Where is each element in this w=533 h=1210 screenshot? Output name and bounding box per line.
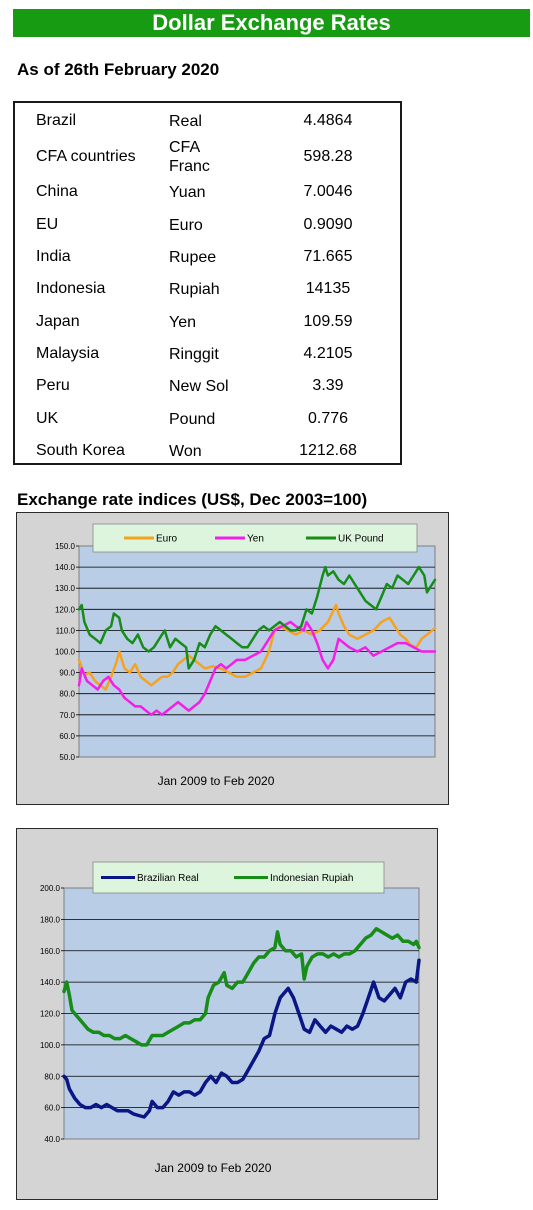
y-tick-label: 60.0 [44,1104,60,1113]
y-tick-label: 100.0 [40,1041,61,1050]
x-axis-label: Jan 2009 to Feb 2020 [155,1161,272,1175]
y-tick-label: 150.0 [55,542,76,551]
y-tick-label: 130.0 [55,584,76,593]
chart-euro-yen-pound: 150.0 140.0 130.0 120.0 110.0 100.0 90.0 80.0 70… [16,512,449,805]
series-line [77,620,437,717]
series-line [62,958,421,1119]
rate-value: 4.4864 [303,112,353,129]
rate-value: 109.59 [303,313,353,330]
rate-value: 598.28 [303,148,353,165]
y-tick-label: 50.0 [59,753,75,762]
y-tick-label: 100.0 [55,648,76,657]
y-tick-label: 120.0 [55,605,76,614]
country-name: South Korea [36,442,125,459]
currency-name: Euro [169,217,203,234]
chart2-svg: 200.0 180.0 160.0 140.0 120.0 100.0 80.0 60.0 40… [40,861,421,1175]
country-name: India [36,248,71,265]
country-name: Peru [36,377,70,394]
y-tick-label: 110.0 [56,626,76,635]
series-line [62,927,421,1047]
country-name: Japan [36,313,80,330]
y-tick-label: 200.0 [40,884,61,893]
legend-label: Indonesian Rupiah [270,873,353,884]
rate-value: 71.665 [303,248,353,265]
y-tick-label: 90.0 [59,669,75,678]
chart1-svg: 150.0 140.0 130.0 120.0 110.0 100.0 90.0 80.0 70… [55,523,437,788]
currency-name: Yen [169,314,196,331]
rate-value: 0.776 [307,410,349,427]
country-name: CFA countries [36,148,136,165]
y-tick-label: 160.0 [40,947,61,956]
indices-section-title: Exchange rate indices (US$, Dec 2003=100… [17,490,368,509]
currency-name: Yuan [169,184,206,201]
y-tick-label: 80.0 [59,690,75,699]
y-tick-label: 180.0 [40,915,61,924]
legend-label: Yen [247,534,264,545]
y-tick-label: 140.0 [55,563,76,572]
page-title: Dollar Exchange Rates [13,9,530,37]
currency-name: New Sol [169,378,229,395]
rate-value: 3.39 [312,377,344,394]
y-tick-label: 140.0 [40,978,61,987]
currency-name: CFA Franc [169,139,210,175]
country-name: China [36,183,78,200]
y-tick-label: 60.0 [59,732,75,741]
legend-label: Euro [156,534,178,545]
country-name: Indonesia [36,280,106,297]
legend-label: UK Pound [338,534,384,545]
y-tick-label: 80.0 [44,1072,60,1081]
series-line [77,565,437,670]
currency-name: Ringgit [169,346,219,363]
y-tick-label: 40.0 [44,1135,60,1144]
rate-value: 14135 [305,280,351,297]
rate-value: 4.2105 [303,345,353,362]
country-name: UK [36,410,59,427]
chart-real-rupiah: 200.0 180.0 160.0 140.0 120.0 100.0 80.0 60.0 40… [16,828,438,1200]
rate-value: 0.9090 [303,216,353,233]
rate-value: 1212.68 [299,442,357,459]
currency-name: Won [169,443,202,460]
country-name: Brazil [36,112,77,129]
currency-name: Rupee [169,249,217,266]
exchange-rates-table: Brazil Real 4.4864 CFA countries CFA Franc 598… [13,101,402,465]
y-tick-label: 120.0 [40,1010,61,1019]
rate-value: 7.0046 [303,183,353,200]
x-axis-label: Jan 2009 to Feb 2020 [158,774,275,788]
as-of-date: As of 26th February 2020 [17,60,220,79]
currency-name: Rupiah [169,281,220,298]
country-name: EU [36,216,59,233]
series-line [77,603,437,691]
y-tick-label: 70.0 [59,711,75,720]
legend-label: Brazilian Real [137,873,199,884]
currency-name: Pound [169,411,216,428]
currency-name: Real [169,113,202,130]
country-name: Malaysia [36,345,100,362]
